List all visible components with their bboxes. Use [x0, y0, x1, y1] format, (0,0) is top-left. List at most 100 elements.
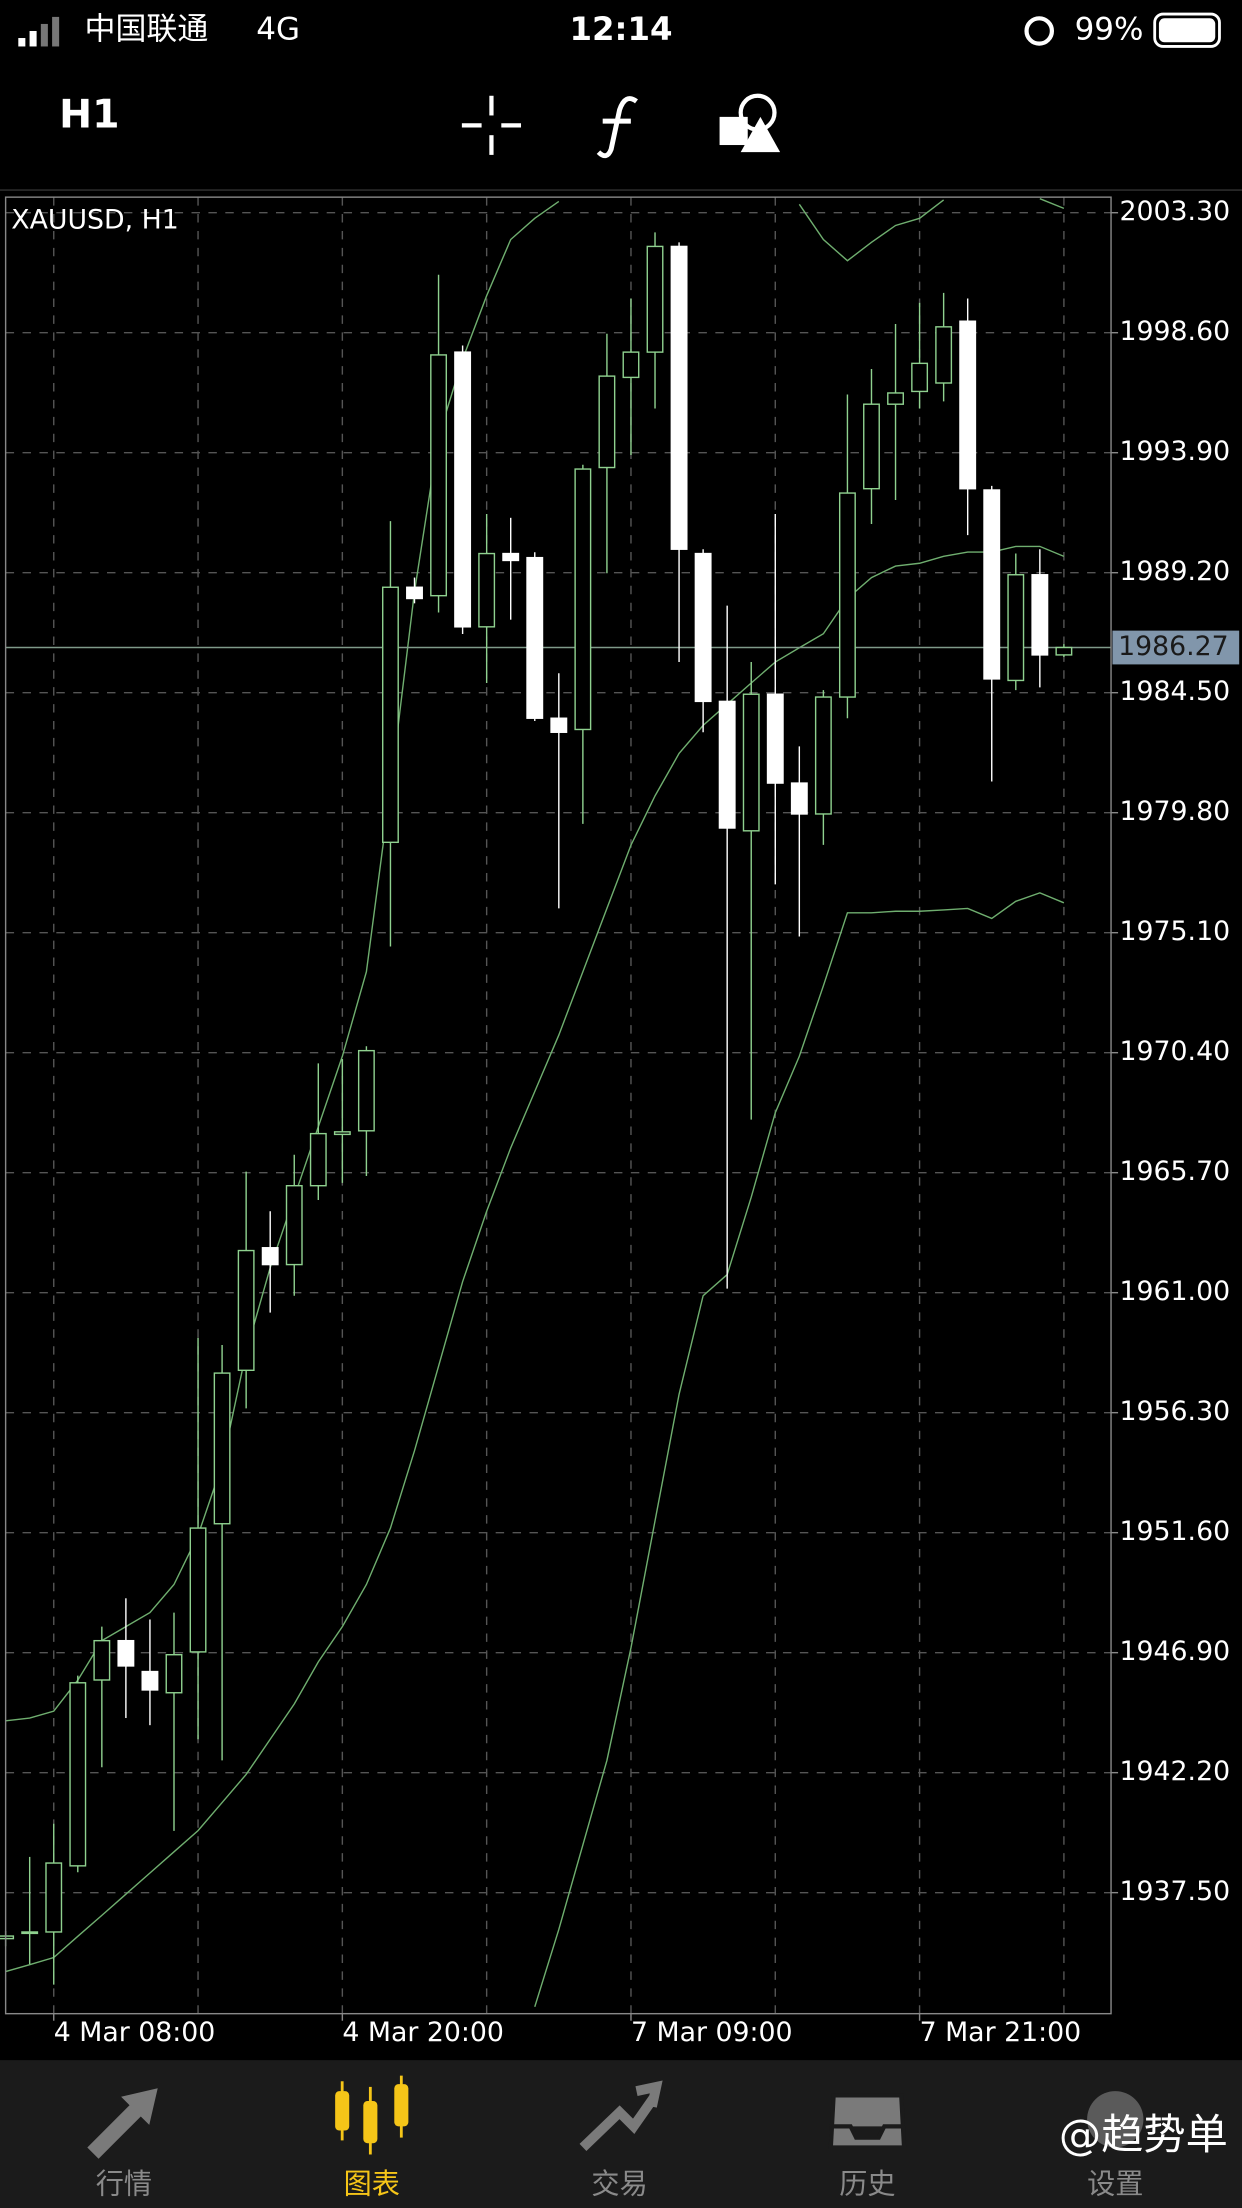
candle-body — [502, 552, 520, 562]
y-tick-label: 1956.30 — [1119, 1396, 1230, 1427]
candle-body — [790, 782, 808, 815]
signal-bar — [40, 23, 48, 47]
candle-body — [959, 320, 977, 490]
candle-body — [21, 1931, 39, 1935]
x-tick-label: 4 Mar 08:00 — [54, 2017, 216, 2048]
candle-body — [165, 1654, 183, 1694]
tab-label[interactable]: 交易 — [591, 2167, 647, 2200]
candle-body — [213, 1372, 231, 1525]
candle-body — [430, 354, 448, 597]
y-tick-label: 1942.20 — [1119, 1756, 1230, 1787]
candle-body — [935, 326, 953, 384]
y-tick-label: 1984.50 — [1119, 676, 1230, 707]
carrier: 中国联通 — [84, 11, 208, 47]
battery-icon — [1153, 12, 1221, 48]
candle-body — [406, 586, 423, 600]
candle-body — [93, 1639, 111, 1681]
settings-icon — [1087, 2091, 1144, 2148]
toolbar: H1 — [59, 91, 781, 159]
candle-body — [285, 1184, 303, 1266]
candle-body — [838, 492, 856, 698]
candle-body — [863, 403, 880, 490]
y-tick-label: 1937.50 — [1119, 1876, 1230, 1907]
candle-body — [526, 556, 544, 719]
candle-body — [911, 362, 929, 393]
signal-bar — [29, 30, 37, 47]
candle-body — [622, 351, 640, 379]
y-tick-label: 1998.60 — [1119, 316, 1230, 347]
y-tick-label: 1975.10 — [1119, 916, 1230, 947]
candle-body — [189, 1527, 207, 1653]
candle-body — [646, 245, 664, 353]
last-price-label: 1986.27 — [1118, 631, 1229, 662]
band-line — [5, 545, 1065, 1973]
battery-level — [1158, 18, 1216, 43]
y-tick-label: 1989.20 — [1119, 556, 1230, 587]
candle-body — [478, 552, 496, 628]
chart-frame — [4, 196, 1112, 2015]
candle-body — [454, 351, 472, 628]
tab-label[interactable]: 历史 — [839, 2167, 895, 2200]
candle-body — [742, 693, 760, 832]
last-price-box — [1112, 630, 1240, 665]
candle-body — [814, 696, 832, 815]
candle-body — [141, 1670, 159, 1691]
battery-text: 99% — [1075, 11, 1144, 47]
y-tick-label: 1993.90 — [1119, 436, 1230, 467]
candle-body — [983, 489, 1001, 680]
candle-body — [766, 693, 784, 784]
tab-label[interactable]: 图表 — [344, 2167, 400, 2200]
status-bar: 中国联通 4G 12:14 99% — [18, 10, 1221, 48]
tab-label[interactable]: 设置 — [1087, 2167, 1143, 2200]
candle-body — [718, 700, 736, 829]
clock: 12:14 — [569, 10, 672, 48]
objects-button[interactable] — [719, 93, 781, 153]
tab-label[interactable]: 行情 — [96, 2167, 152, 2200]
candle-body — [670, 245, 688, 550]
candle-body — [1055, 646, 1073, 656]
candle-body — [382, 586, 399, 844]
alarm-icon — [1024, 16, 1055, 46]
candle-body — [550, 717, 568, 733]
candle-body — [357, 1049, 375, 1132]
chart-icon — [335, 2075, 409, 2155]
candle-body — [1007, 574, 1025, 682]
band-line — [534, 892, 1065, 2007]
network: 4G — [256, 11, 300, 47]
candle-body — [0, 1935, 15, 1940]
candle-body — [309, 1132, 327, 1187]
x-tick-label: 7 Mar 09:00 — [631, 2017, 793, 2048]
tab-labels: 行情 图表 交易 历史 设置 — [96, 2167, 1144, 2200]
chart-title: XAUUSD, H1 — [11, 205, 179, 236]
candle-body — [69, 1682, 87, 1867]
band-line — [798, 199, 945, 262]
candle-body — [887, 392, 904, 405]
candle-body — [261, 1247, 279, 1266]
timeframe-button[interactable]: H1 — [59, 91, 119, 137]
trade-icon — [579, 2080, 663, 2152]
watermark: @趋势单 — [1059, 2110, 1228, 2159]
candle-body — [237, 1249, 255, 1371]
x-tick-label: 4 Mar 20:00 — [342, 2017, 504, 2048]
crosshair-button[interactable] — [461, 95, 522, 155]
signal-bar — [18, 38, 26, 47]
candle-body — [574, 468, 592, 731]
y-tick-label: 1979.80 — [1119, 796, 1230, 827]
y-tick-label: 1946.90 — [1119, 1636, 1230, 1667]
indicators-button[interactable] — [596, 96, 638, 159]
history-icon — [828, 2093, 907, 2150]
candle-body — [333, 1131, 351, 1136]
y-tick-label: 1961.00 — [1119, 1276, 1230, 1307]
candle-body — [45, 1862, 63, 1933]
signal-bar — [52, 16, 60, 47]
candle-body — [598, 375, 616, 469]
y-tick-label: 2003.30 — [1119, 196, 1230, 227]
band-line — [1039, 198, 1065, 210]
candle-body — [117, 1639, 135, 1667]
y-tick-label: 1951.60 — [1119, 1516, 1230, 1547]
quotes-icon — [87, 2088, 158, 2159]
tab-bar — [0, 2060, 1242, 2208]
